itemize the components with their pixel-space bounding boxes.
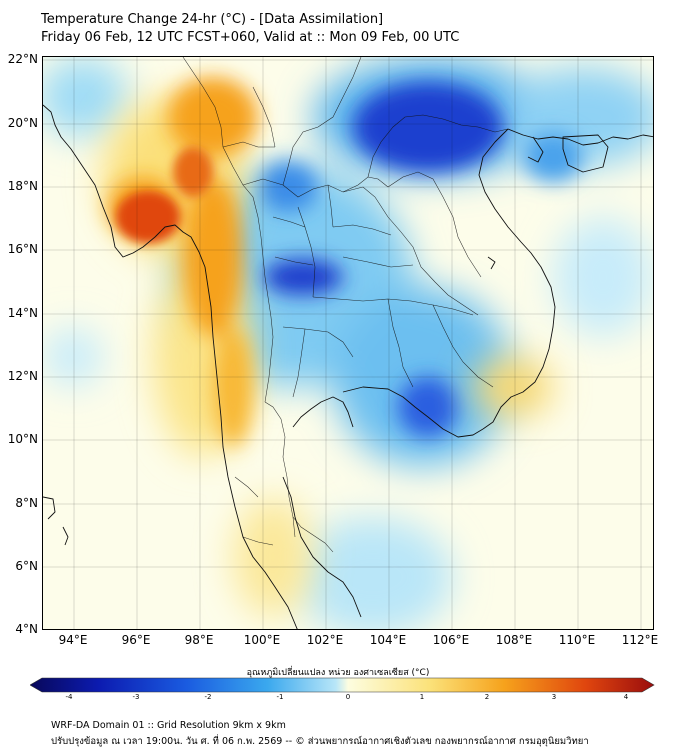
lon-label-94e: 94°E bbox=[58, 633, 88, 647]
peak-warming-field bbox=[116, 147, 213, 243]
borders bbox=[182, 57, 509, 553]
lon-label-98e: 98°E bbox=[184, 633, 214, 647]
colorbar-tick: -3 bbox=[132, 693, 140, 701]
lat-label-14n: 14°N bbox=[7, 306, 38, 320]
footer-domain-info: WRF-DA Domain 01 :: Grid Resolution 9km … bbox=[51, 720, 286, 731]
lon-label-102e: 102°E bbox=[306, 633, 344, 647]
colorbar-tick: -1 bbox=[276, 693, 284, 701]
lat-label-10n: 10°N bbox=[7, 432, 38, 446]
lon-label-106e: 106°E bbox=[432, 633, 470, 647]
lon-label-96e: 96°E bbox=[121, 633, 151, 647]
colorbar-tick: 3 bbox=[551, 693, 557, 701]
lon-label-104e: 104°E bbox=[369, 633, 407, 647]
colorbar-bar bbox=[30, 677, 655, 693]
map-subtitle: Friday 06 Feb, 12 UTC FCST+060, Valid at… bbox=[41, 30, 460, 45]
lat-label-6n: 6°N bbox=[15, 559, 38, 573]
lat-label-16n: 16°N bbox=[7, 242, 38, 256]
lat-label-12n: 12°N bbox=[7, 369, 38, 383]
lat-label-18n: 18°N bbox=[7, 179, 38, 193]
lon-label-110e: 110°E bbox=[558, 633, 596, 647]
colorbar-tick: 4 bbox=[623, 693, 629, 701]
colorbar-tick: 0 bbox=[345, 693, 351, 701]
colorbar bbox=[30, 677, 655, 693]
lat-label-8n: 8°N bbox=[15, 496, 38, 510]
lon-label-100e: 100°E bbox=[243, 633, 281, 647]
lat-label-4n: 4°N bbox=[15, 622, 38, 636]
temperature-change-map bbox=[43, 57, 653, 629]
colorbar-label: อุณหภูมิเปลี่ยนแปลง หน่วย องศาเซลเซียส (… bbox=[246, 668, 430, 678]
footer-credit: ปรับปรุงข้อมูล ณ เวลา 19:00น. วัน ศ. ที่… bbox=[51, 736, 589, 747]
map-panel[interactable] bbox=[42, 56, 654, 630]
colorbar-tick: -2 bbox=[204, 693, 212, 701]
coastlines bbox=[43, 104, 653, 629]
lat-label-20n: 20°N bbox=[7, 116, 38, 130]
colorbar-tick: 2 bbox=[484, 693, 490, 701]
colorbar-tick: 1 bbox=[419, 693, 425, 701]
strong-cooling-field bbox=[258, 82, 583, 437]
map-title: Temperature Change 24-hr (°C) - [Data As… bbox=[41, 12, 384, 27]
colorbar-tick: -4 bbox=[65, 693, 73, 701]
lat-label-22n: 22°N bbox=[7, 52, 38, 66]
lon-label-108e: 108°E bbox=[495, 633, 533, 647]
lon-label-112e: 112°E bbox=[621, 633, 659, 647]
graticule bbox=[43, 57, 653, 629]
